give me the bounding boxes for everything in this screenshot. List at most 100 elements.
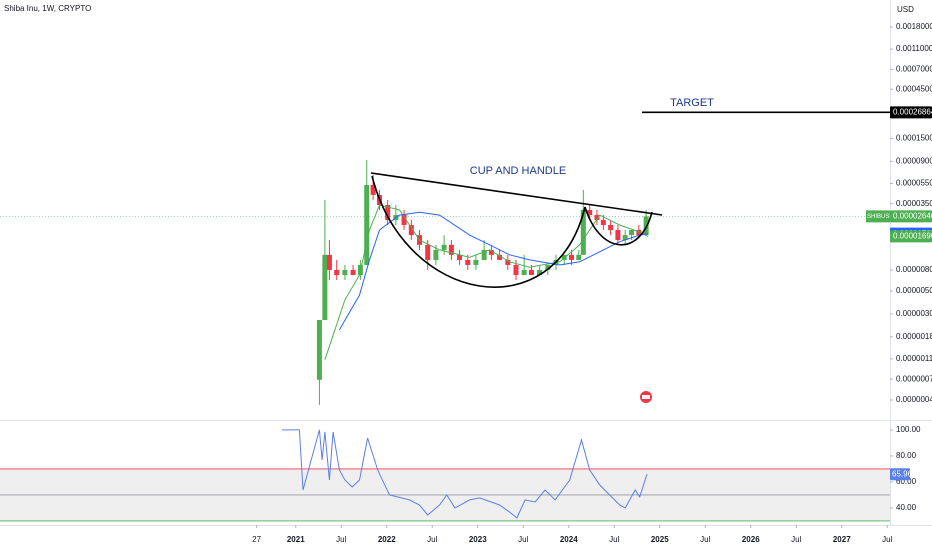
candle-body — [316, 319, 322, 380]
y-tick-label: 0.000008000 — [896, 265, 932, 274]
axis-tags: 0.000268641SHIBUSD0.0000264040.000017971… — [866, 106, 932, 243]
candle-body — [587, 209, 593, 216]
x-tick-label: 2027 — [833, 535, 851, 544]
target-tag-box — [890, 106, 932, 119]
ma-tag-box — [890, 230, 932, 243]
candle-body — [521, 269, 527, 275]
symbol-tag-box — [866, 210, 890, 223]
rsi-tick-label: 40.00 — [896, 503, 917, 512]
candle-body — [425, 244, 431, 260]
x-tick-label: 2021 — [287, 535, 305, 544]
y-tick-label: 0.000090000 — [896, 157, 932, 166]
resistance-trendline — [370, 172, 663, 216]
x-tick-label: Jul — [427, 535, 437, 544]
candle-body — [350, 269, 356, 275]
x-tick-label: 2024 — [560, 535, 578, 544]
symbol-tag-text: SHIBUSD — [867, 214, 894, 220]
candle-body — [505, 259, 511, 265]
y-tick-label: 0.001100000 — [896, 44, 932, 53]
target-label: TARGET — [670, 97, 714, 109]
y-tick-label: 0.000001100 — [896, 354, 932, 363]
rsi-tag-box — [890, 468, 910, 481]
rsi-pane: 100.00 80.00 60.00 40.00 65.96 — [0, 425, 921, 522]
y-tick-label: 0.000003000 — [896, 309, 932, 318]
candle-body — [370, 184, 376, 195]
symbol-flag — [640, 391, 652, 403]
candle-body — [364, 184, 370, 265]
candle-body — [465, 259, 471, 265]
y-tick-label: 0.000000700 — [896, 374, 932, 383]
candle-body — [615, 229, 621, 240]
candle-body — [408, 224, 414, 236]
candle-body — [457, 254, 463, 260]
x-tick-label: Jul — [336, 535, 346, 544]
rsi-line — [282, 429, 648, 519]
candle-body — [322, 254, 328, 320]
y-tick-label: 0.000150000 — [896, 134, 932, 143]
candle-body — [334, 269, 340, 275]
x-tick-label: Jul — [882, 535, 892, 544]
moving-average-line — [338, 211, 648, 331]
candle-body — [629, 229, 635, 236]
candle-body — [608, 224, 614, 230]
y-tick-label: 0.000035000 — [896, 199, 932, 208]
candle-body — [528, 269, 534, 275]
candle-body — [481, 249, 487, 260]
x-tick-label: Jul — [791, 535, 801, 544]
candle-body — [385, 205, 391, 220]
target-tag-text: 0.000268641 — [893, 107, 932, 116]
price-pane: 0.001800000 0.001100000 0.000700000 0.00045… — [0, 22, 932, 544]
y-tick-label: 0.000000440 — [896, 395, 932, 404]
candle-body — [488, 249, 494, 255]
x-tick-label: 2025 — [651, 535, 669, 544]
candle-body — [594, 215, 600, 220]
candle-body — [448, 244, 454, 255]
y-tick-label: 0.000700000 — [896, 65, 932, 74]
x-tick-label: 2026 — [742, 535, 760, 544]
candle-body — [545, 264, 551, 270]
candle-body — [576, 254, 582, 260]
candle-body — [342, 269, 348, 275]
rsi-tag-text: 65.96 — [892, 469, 913, 478]
candle-body — [441, 244, 447, 250]
y-tick-label: 0.001800000 — [896, 22, 932, 31]
currency-label: USD — [897, 5, 914, 14]
candle-body — [473, 259, 479, 265]
candle-body — [636, 229, 642, 236]
last-price-tag-box — [890, 210, 932, 223]
candle-body — [622, 235, 628, 240]
candle-body — [513, 264, 519, 275]
x-tick-label: Jul — [518, 535, 528, 544]
rsi-tick-label: 60.00 — [896, 477, 917, 486]
cup-curve — [371, 175, 586, 288]
candle-body — [433, 249, 439, 260]
y-tick-label: 0.000005000 — [896, 286, 932, 295]
y-tick-label: 0.000055000 — [896, 179, 932, 188]
x-tick-label: 2022 — [378, 535, 396, 544]
x-tick-label: Jul — [700, 535, 710, 544]
candle-body — [401, 215, 407, 225]
candle-body — [580, 209, 586, 255]
moving-average-line — [324, 204, 649, 360]
candle-body — [497, 254, 503, 260]
rsi-tick-label: 100.00 — [896, 425, 921, 434]
candle-body — [600, 219, 606, 225]
candle-body — [537, 269, 543, 275]
cup-handle-label: CUP AND HANDLE — [470, 165, 566, 177]
handle-curve — [584, 206, 653, 246]
x-tick-label: 2023 — [469, 535, 487, 544]
x-tick-label: 27 — [252, 535, 261, 544]
y-tick-label: 0.000001800 — [896, 332, 932, 341]
x-tick-label: Jul — [609, 535, 619, 544]
chart-title: Shiba Inu, 1W, CRYPTO — [4, 4, 91, 13]
candle-body — [326, 254, 332, 270]
y-tick-label: 0.000450000 — [896, 84, 932, 93]
candle-body — [568, 254, 574, 260]
last-price-tag-text: 0.000026404 — [893, 211, 932, 220]
ma-tag-text: 0.000016907 — [893, 231, 932, 240]
rsi-tick-label: 80.00 — [896, 451, 917, 460]
flag-icon-stripe — [642, 395, 650, 399]
